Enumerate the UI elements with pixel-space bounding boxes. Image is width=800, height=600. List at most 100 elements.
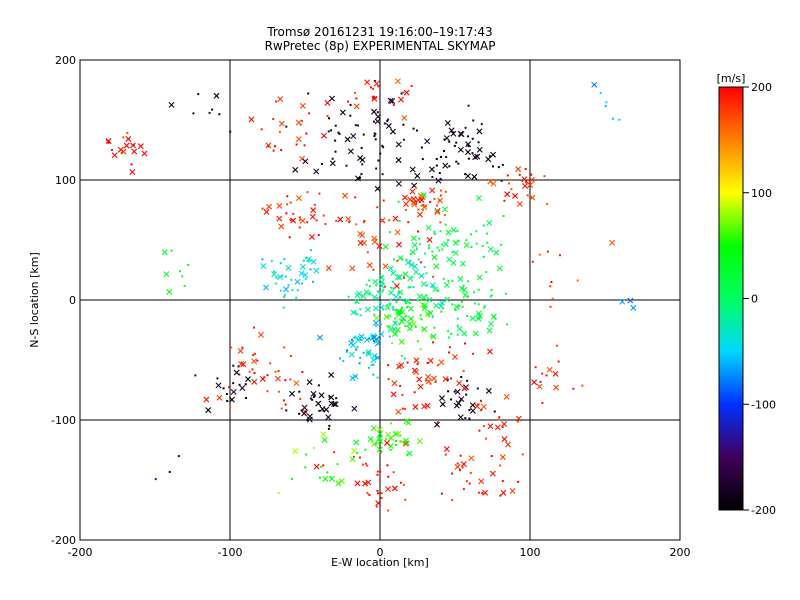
- data-point: [366, 262, 373, 269]
- data-point: [381, 144, 384, 147]
- data-point: [309, 268, 312, 271]
- data-point: [378, 331, 385, 338]
- data-point: [529, 194, 536, 201]
- data-point: [491, 165, 494, 168]
- data-point: [517, 420, 520, 423]
- data-point: [265, 142, 272, 149]
- data-point: [300, 409, 303, 412]
- data-point: [477, 141, 480, 144]
- data-point: [382, 146, 385, 149]
- data-point: [378, 274, 385, 281]
- data-point: [503, 199, 506, 202]
- data-point: [300, 119, 303, 122]
- data-point: [291, 289, 294, 292]
- data-point: [349, 114, 352, 117]
- data-point: [482, 255, 485, 258]
- data-point: [400, 354, 403, 357]
- data-point: [120, 148, 127, 155]
- data-point: [486, 348, 493, 355]
- data-point: [342, 192, 348, 199]
- data-point: [421, 158, 424, 161]
- data-point: [450, 259, 457, 266]
- data-point: [500, 489, 507, 496]
- data-point: [557, 360, 560, 363]
- data-point: [306, 419, 309, 422]
- data-point: [168, 101, 175, 108]
- data-point: [248, 370, 251, 373]
- data-point: [481, 245, 484, 248]
- data-point: [305, 132, 308, 135]
- data-point: [477, 288, 480, 291]
- data-point: [304, 277, 307, 280]
- data-point: [226, 400, 229, 403]
- data-point: [461, 330, 468, 337]
- data-point: [161, 249, 168, 256]
- data-point: [437, 289, 440, 292]
- data-point: [318, 392, 325, 399]
- data-point: [228, 396, 235, 403]
- data-point: [358, 177, 361, 180]
- data-point: [315, 219, 318, 222]
- data-point: [599, 91, 602, 94]
- data-point: [421, 328, 424, 331]
- data-point: [177, 455, 180, 458]
- data-point: [375, 324, 378, 327]
- data-point: [392, 320, 399, 327]
- data-point: [539, 380, 542, 383]
- data-point: [357, 239, 364, 246]
- data-point: [389, 448, 392, 451]
- data-point: [425, 224, 432, 231]
- data-point: [238, 383, 241, 386]
- data-point: [461, 305, 464, 308]
- data-point: [284, 275, 287, 278]
- data-point: [304, 257, 307, 260]
- data-point: [475, 195, 482, 202]
- data-point: [445, 156, 448, 159]
- data-point: [301, 404, 308, 411]
- data-point: [390, 128, 396, 135]
- data-point: [419, 317, 422, 320]
- data-point: [390, 391, 397, 398]
- data-point: [353, 103, 360, 110]
- data-point: [359, 156, 366, 163]
- data-point: [278, 223, 285, 230]
- data-point: [367, 366, 370, 369]
- data-point: [285, 264, 292, 271]
- data-point: [451, 303, 454, 306]
- data-point: [375, 500, 382, 507]
- data-point: [222, 387, 225, 390]
- data-point: [605, 101, 608, 104]
- data-point: [386, 119, 389, 122]
- data-point: [457, 162, 460, 165]
- data-point: [387, 509, 390, 512]
- data-point: [431, 176, 434, 179]
- data-point: [248, 116, 255, 123]
- data-point: [322, 475, 329, 482]
- data-point: [447, 279, 450, 282]
- data-point: [338, 478, 345, 484]
- data-point: [399, 384, 402, 387]
- data-point: [389, 437, 392, 440]
- data-point: [345, 164, 348, 167]
- data-point: [311, 398, 314, 401]
- data-point: [458, 305, 461, 308]
- data-point: [387, 265, 394, 272]
- data-point: [309, 249, 312, 252]
- data-point: [377, 492, 380, 495]
- data-point: [347, 295, 350, 298]
- data-point: [397, 289, 404, 296]
- data-point: [550, 280, 553, 283]
- data-point: [230, 388, 237, 395]
- data-point: [433, 263, 440, 270]
- data-point: [356, 124, 359, 127]
- data-point: [298, 412, 301, 415]
- data-point: [485, 437, 488, 440]
- data-point: [455, 160, 458, 163]
- data-point: [328, 117, 331, 120]
- data-point: [335, 480, 342, 487]
- data-point: [354, 311, 357, 314]
- colorbar-ticks: 200 100 0 -100 -200: [743, 81, 776, 517]
- data-point: [387, 475, 390, 478]
- data-point: [337, 131, 340, 134]
- data-point: [275, 375, 281, 382]
